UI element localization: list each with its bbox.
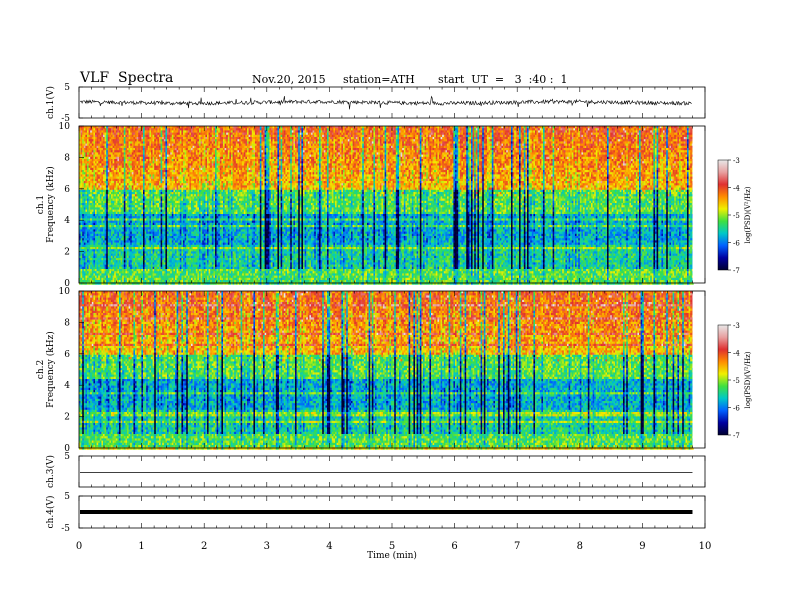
ch1-waveform-trace [80,96,692,109]
ch1-waveform-ytick-label: 5 [64,83,70,93]
ch1-waveform-ylabel: ch.1(V) [45,86,56,119]
ch1-spectrogram-image [79,126,694,285]
ch1-waveform-panel: 5-5ch.1(V) [45,83,705,124]
vlf-figure: 5-5ch.1(V)0246810ch.1 Frequency (kHz)-3-4… [0,0,792,612]
